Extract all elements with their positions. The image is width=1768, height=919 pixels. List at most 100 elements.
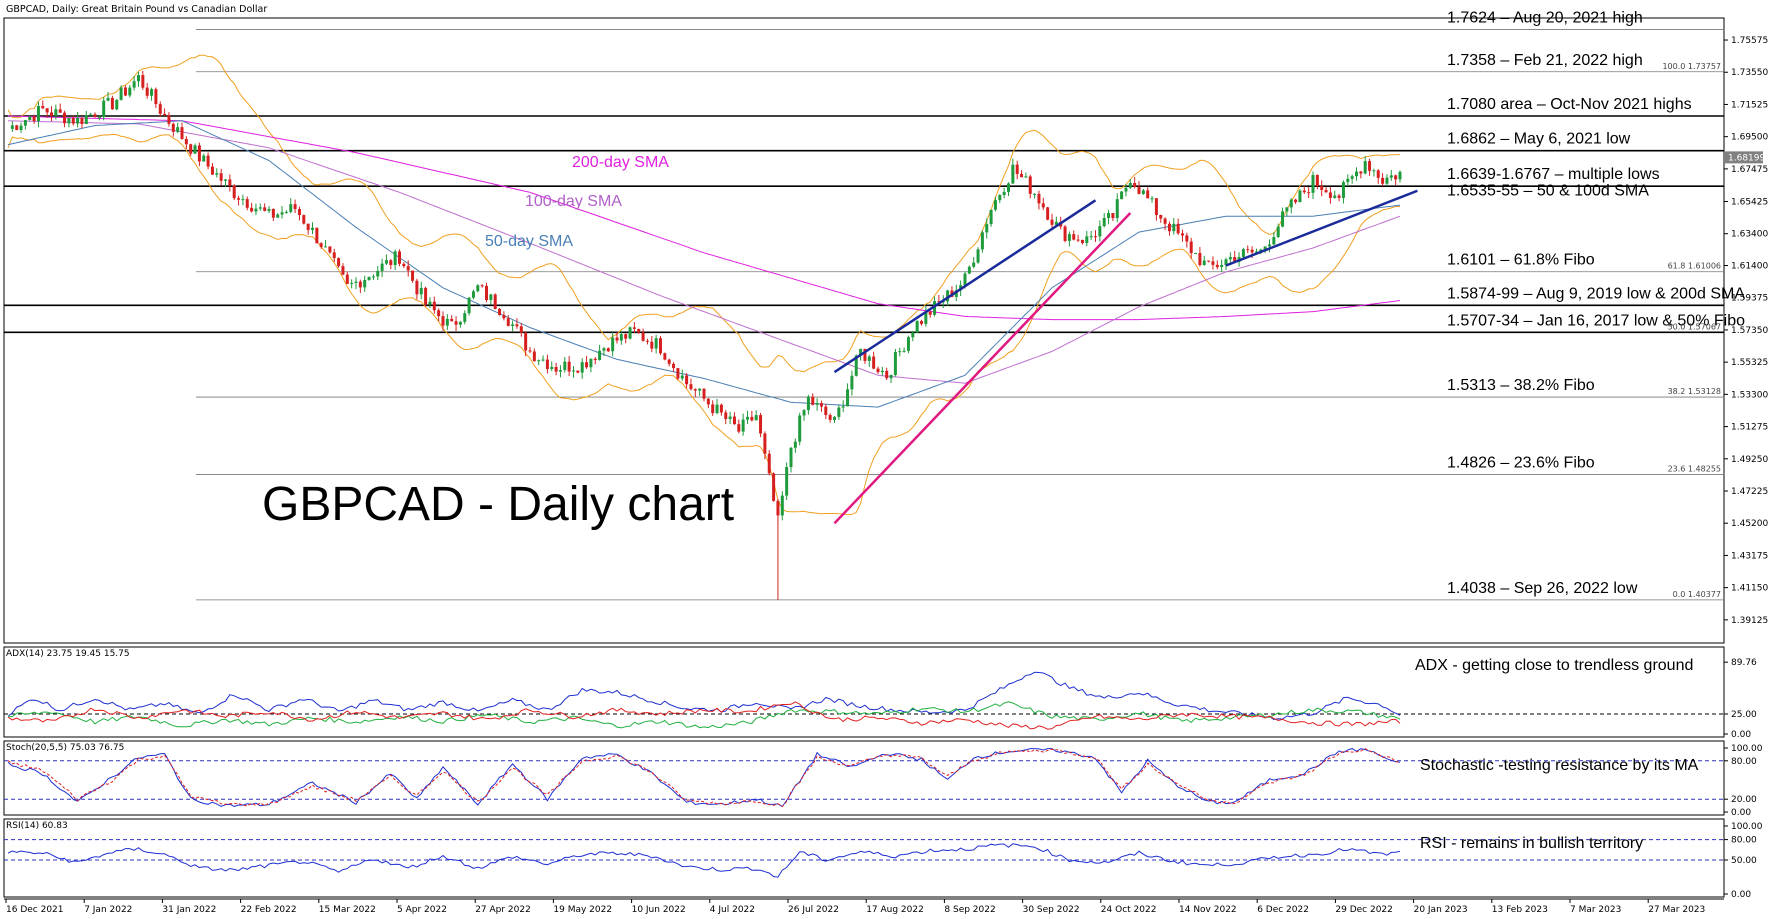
candle-body [80, 118, 84, 125]
candle-body [254, 208, 258, 212]
candle-body [1015, 164, 1019, 174]
candle-body [1146, 190, 1150, 199]
candle-body [928, 311, 932, 315]
candle-body [1328, 192, 1332, 198]
candle-body [980, 232, 984, 250]
candle-body [802, 410, 806, 416]
candle-body [732, 416, 736, 425]
adx-tick-label: 89.76 [1731, 658, 1757, 668]
candle-body [863, 348, 867, 361]
candle-body [45, 108, 49, 113]
price-tick-label: 1.71525 [1731, 100, 1768, 110]
stoch-tick-label: 20.00 [1731, 795, 1757, 805]
candle-body [1033, 193, 1037, 195]
candle-body [158, 104, 162, 114]
candle-body [763, 433, 767, 454]
candle-body [611, 337, 615, 352]
candle-body [267, 208, 271, 211]
candle-body [202, 155, 206, 162]
rsi-tick-label: 50.00 [1731, 856, 1757, 866]
stoch-series-0 [7, 748, 1401, 808]
candle-body [311, 227, 314, 230]
candle-body [528, 350, 532, 352]
candle-body [798, 415, 802, 442]
candle-body [1394, 175, 1398, 180]
candle-body [180, 127, 184, 140]
date-label: 14 Nov 2022 [1179, 905, 1237, 915]
candle-body [698, 388, 702, 391]
candle-body [972, 262, 976, 267]
candle-body [806, 396, 810, 411]
candle-body [645, 340, 649, 342]
candle-body [54, 109, 58, 116]
candle-body [284, 211, 288, 213]
candle-body [915, 321, 919, 333]
date-label: 6 Dec 2022 [1257, 905, 1309, 915]
date-label: 26 Jul 2022 [788, 905, 839, 915]
candle-body [893, 352, 897, 375]
candle-body [750, 416, 754, 421]
candle-body [550, 366, 554, 369]
candle-body [276, 214, 280, 218]
adx-tick-label: 25.00 [1731, 710, 1757, 720]
rsi-tick-label: 100.00 [1731, 822, 1763, 832]
candle-body [41, 105, 45, 109]
candle-body [367, 276, 371, 280]
stoch-series-1 [7, 748, 1401, 808]
candle-body [219, 173, 223, 181]
candle-body [184, 139, 188, 145]
candle-body [1150, 198, 1154, 200]
candle-body [280, 212, 284, 215]
candle-body [432, 301, 436, 311]
adx-note: ADX - getting close to trendless ground [1415, 657, 1693, 674]
candle-body [920, 321, 923, 324]
sma100-label: 100-day SMA [525, 193, 622, 210]
candle-body [1376, 170, 1380, 178]
candle-body [358, 281, 362, 288]
candle-body [876, 368, 880, 373]
candle-body [1250, 249, 1254, 253]
candle-body [1128, 183, 1132, 188]
candle-body [424, 287, 428, 305]
level-label: 1.4038 – Sep 26, 2022 low [1447, 580, 1638, 597]
stoch-note: Stochastic -testing resistance by its MA [1420, 757, 1699, 774]
candle-body [445, 318, 449, 326]
candle-body [1224, 259, 1228, 265]
candle-body [328, 246, 332, 253]
price-tick-label: 1.57350 [1731, 326, 1768, 336]
candle-body [237, 198, 241, 200]
candle-body [306, 223, 310, 230]
date-label: 31 Jan 2022 [162, 905, 216, 915]
candle-body [250, 207, 254, 212]
candle-body [28, 116, 32, 121]
candle-body [58, 109, 62, 113]
fibo-label: 50.0 1.57067 [1668, 322, 1721, 331]
candle-body [619, 334, 623, 341]
candle-body [746, 416, 749, 420]
candle-body [1254, 251, 1258, 253]
adx-series-0 [7, 671, 1401, 721]
candle-body [606, 348, 610, 352]
date-label: 22 Feb 2022 [241, 905, 297, 915]
candle-body [1233, 257, 1237, 262]
candle-body [506, 318, 510, 326]
level-label: 1.4826 – 23.6% Fibo [1447, 455, 1595, 472]
candle-body [485, 285, 488, 301]
candle-body [772, 473, 776, 501]
candle-body [15, 125, 19, 131]
candle-body [511, 324, 515, 326]
price-tick-label: 1.45200 [1731, 519, 1768, 529]
candle-body [1241, 249, 1245, 257]
candle-body [176, 127, 180, 132]
candle-body [1381, 177, 1385, 184]
candle-body [1189, 241, 1193, 254]
candle-body [1176, 223, 1180, 234]
candle-body [889, 374, 893, 379]
candle-body [450, 318, 454, 322]
price-tick-label: 1.61400 [1731, 262, 1768, 272]
candle-body [345, 274, 349, 284]
candle-body [89, 114, 93, 116]
candle-body [998, 195, 1002, 201]
candle-body [685, 375, 689, 385]
